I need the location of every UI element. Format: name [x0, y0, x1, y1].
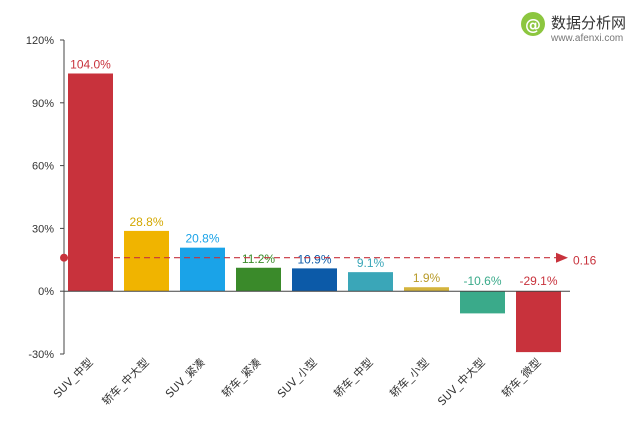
category-label: 轿车_紧凑	[219, 355, 264, 400]
bar	[348, 272, 393, 292]
watermark-title: 数据分析网	[550, 14, 626, 32]
bar	[516, 291, 561, 353]
data-label: -29.1%	[519, 274, 557, 288]
bar	[404, 287, 449, 292]
watermark: @ 数据分析网 www.afenxi.com	[520, 12, 626, 44]
category-label: SUV_小型	[274, 355, 319, 400]
data-label: 10.9%	[297, 252, 331, 266]
category-label: 轿车_中型	[331, 355, 376, 400]
y-tick-label: 0%	[38, 286, 54, 298]
data-label: 104.0%	[70, 57, 111, 71]
bar	[180, 247, 225, 292]
bar	[68, 73, 113, 292]
watermark-site: www.afenxi.com	[550, 33, 624, 44]
logo-icon: @	[520, 12, 545, 36]
y-tick-label: 90%	[32, 98, 54, 110]
y-tick-label: 120%	[26, 35, 54, 47]
data-label: 1.9%	[413, 271, 441, 285]
bar	[124, 230, 169, 292]
bar	[236, 267, 281, 292]
category-label: SUV_紧凑	[162, 355, 207, 400]
category-label: SUV_中型	[50, 355, 95, 400]
data-label: 11.2%	[242, 252, 275, 266]
category-label: 轿车_小型	[387, 355, 432, 400]
reference-line-arrow	[556, 252, 568, 263]
category-label: SUV_中大型	[435, 355, 488, 408]
bar	[460, 291, 505, 314]
data-label: 9.1%	[357, 256, 385, 270]
data-label: 28.8%	[129, 215, 163, 229]
data-label: -10.6%	[463, 274, 501, 288]
y-tick-label: -30%	[28, 349, 54, 361]
category-label: 轿车_中大型	[99, 355, 152, 408]
y-tick-label: 60%	[32, 161, 54, 173]
data-label: 20.8%	[185, 232, 219, 246]
y-tick-label: 30%	[32, 223, 54, 235]
bar	[292, 268, 337, 292]
category-label: 轿车_微型	[499, 355, 544, 400]
reference-line-label: 0.16	[573, 254, 597, 268]
